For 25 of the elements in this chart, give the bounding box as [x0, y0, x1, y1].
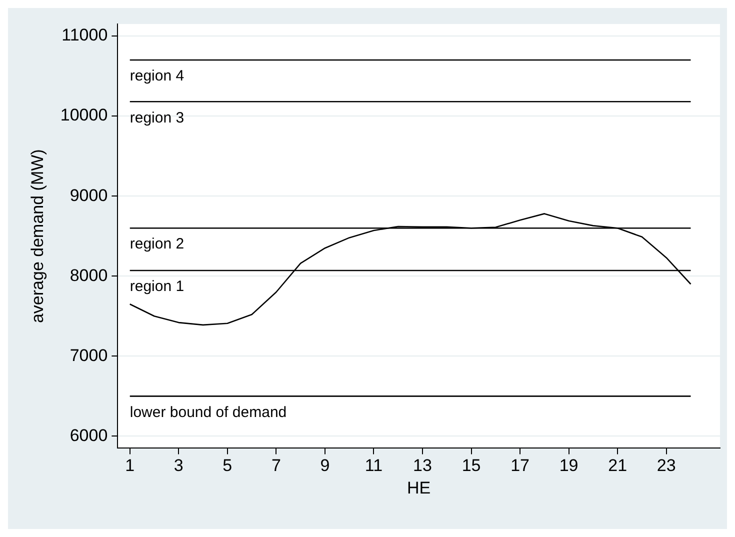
x-tick-label: 17	[510, 456, 530, 476]
y-tick-label: 11000	[62, 26, 108, 45]
x-tick-label: 13	[413, 456, 432, 476]
x-tick-label: 15	[462, 456, 481, 476]
y-tick-label: 9000	[70, 186, 108, 205]
x-axis-title: HE	[407, 478, 431, 498]
ref-line-label: lower bound of demand	[130, 404, 287, 421]
x-tick-label: 9	[320, 456, 330, 476]
y-tick-label: 7000	[70, 346, 108, 365]
ref-line-label: region 1	[130, 278, 184, 296]
y-tick-label: 6000	[70, 426, 108, 445]
x-tick-label: 21	[608, 456, 628, 476]
ref-line-label: region 4	[130, 68, 184, 85]
ref-line-label: region 2	[130, 236, 184, 253]
x-tick-label: 1	[125, 456, 135, 476]
y-tick-label: 10000	[60, 106, 108, 125]
x-tick-label: 7	[271, 456, 281, 476]
y-tick-label: 8000	[70, 266, 108, 285]
x-tick-label: 19	[559, 456, 578, 476]
ref-line-label: region 3	[130, 109, 184, 126]
x-tick-label: 5	[222, 456, 232, 476]
x-tick-label: 23	[656, 456, 676, 476]
x-tick-label: 3	[174, 456, 184, 476]
y-axis-title: average demand (MW)	[28, 149, 47, 324]
x-tick-label: 11	[364, 456, 383, 476]
